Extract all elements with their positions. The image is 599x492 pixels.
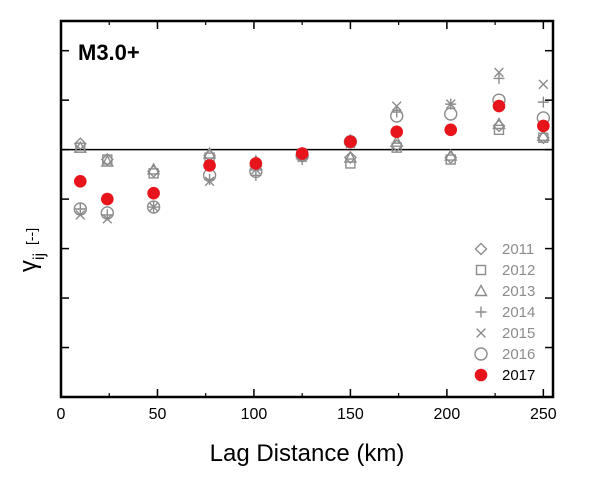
x-tick-label: 200 bbox=[434, 406, 461, 423]
point-2011 bbox=[100, 153, 114, 167]
legend-marker-2011 bbox=[474, 242, 488, 256]
point-2015 bbox=[445, 99, 456, 110]
legend-marker-2015 bbox=[476, 328, 486, 338]
point-2016 bbox=[146, 200, 161, 214]
point-2014 bbox=[493, 72, 505, 84]
x-tick-label: 0 bbox=[57, 406, 66, 423]
panel-label: M3.0+ bbox=[78, 40, 140, 65]
point-2016 bbox=[73, 202, 87, 216]
point-2014 bbox=[74, 203, 86, 215]
legend-label-2016: 2016 bbox=[502, 346, 535, 363]
point-2014 bbox=[537, 96, 549, 108]
legend-marker-2016 bbox=[474, 347, 488, 361]
legend-marker-2014 bbox=[475, 306, 487, 318]
legend-label-2017: 2017 bbox=[502, 367, 535, 384]
x-tick-label: 250 bbox=[530, 406, 557, 423]
y-axis-unit: [--] bbox=[23, 228, 39, 245]
svg-text:γij[--]: γij [--] bbox=[15, 228, 48, 272]
x-axis-title: Lag Distance (km) bbox=[210, 440, 405, 467]
legend-marker-2012 bbox=[475, 264, 487, 276]
legend-label-2012: 2012 bbox=[502, 262, 535, 279]
point-2017 bbox=[344, 135, 357, 149]
point-2017 bbox=[249, 157, 263, 170]
point-2011 bbox=[343, 151, 357, 165]
point-2015 bbox=[391, 101, 402, 111]
point-2013 bbox=[444, 148, 458, 161]
point-2017 bbox=[101, 192, 114, 206]
point-2017 bbox=[73, 174, 87, 188]
y-axis-title: γij [--] bbox=[15, 228, 48, 272]
point-2017 bbox=[203, 159, 216, 172]
point-2015 bbox=[148, 202, 159, 212]
point-2013 bbox=[343, 150, 358, 163]
point-2017 bbox=[295, 147, 309, 160]
point-2016 bbox=[390, 109, 404, 123]
point-2011 bbox=[73, 137, 87, 151]
point-2013 bbox=[536, 128, 551, 141]
y-axis-subscript: ij bbox=[31, 253, 48, 260]
point-2012 bbox=[345, 158, 356, 169]
legend-label-2015: 2015 bbox=[502, 325, 535, 342]
point-2013 bbox=[100, 154, 114, 167]
legend-marker-2013 bbox=[474, 284, 488, 297]
y-axis-symbol: γ bbox=[15, 260, 42, 272]
legend-label-2013: 2013 bbox=[502, 283, 535, 300]
point-2012 bbox=[493, 124, 505, 136]
point-2017 bbox=[390, 125, 404, 139]
point-2013 bbox=[146, 162, 161, 175]
point-2015 bbox=[538, 79, 549, 90]
x-tick-label: 100 bbox=[241, 406, 268, 423]
point-2017 bbox=[537, 119, 550, 133]
legend-marker-2017 bbox=[474, 368, 488, 382]
point-2017 bbox=[444, 123, 458, 137]
x-tick-label: 150 bbox=[337, 406, 364, 423]
point-2013 bbox=[73, 140, 87, 153]
point-2017 bbox=[492, 99, 506, 113]
point-2012 bbox=[391, 142, 402, 153]
point-2013 bbox=[202, 146, 217, 159]
plot-frame bbox=[59, 19, 555, 399]
point-2016 bbox=[444, 107, 458, 121]
x-tick-label: 50 bbox=[149, 406, 167, 423]
point-2017 bbox=[147, 186, 160, 200]
legend-label-2014: 2014 bbox=[502, 304, 535, 321]
point-2015 bbox=[494, 67, 504, 78]
point-2016 bbox=[100, 206, 115, 220]
point-2013 bbox=[492, 116, 506, 130]
point-2013 bbox=[390, 134, 404, 147]
legend-label-2011: 2011 bbox=[502, 241, 534, 258]
